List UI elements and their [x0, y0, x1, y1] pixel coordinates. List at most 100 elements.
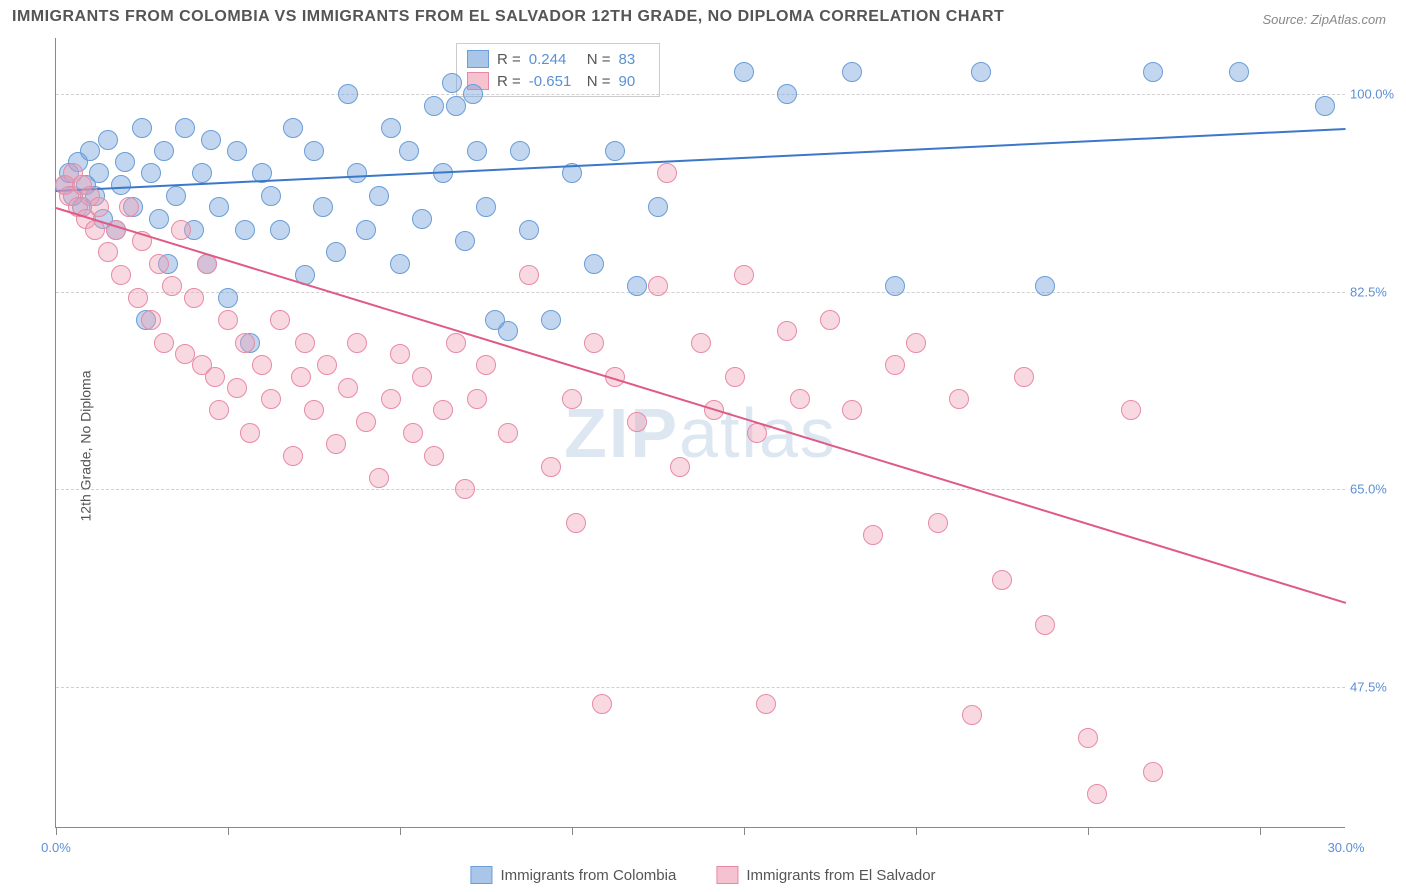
y-tick-label: 65.0%: [1350, 482, 1405, 497]
bottom-legend: Immigrants from Colombia Immigrants from …: [470, 866, 935, 884]
data-point: [356, 412, 376, 432]
data-point: [777, 84, 797, 104]
x-tick: [1260, 827, 1261, 835]
data-point: [369, 186, 389, 206]
data-point: [962, 705, 982, 725]
x-tick-label: 30.0%: [1328, 840, 1365, 855]
data-point: [691, 333, 711, 353]
data-point: [455, 231, 475, 251]
trend-line: [56, 207, 1347, 604]
data-point: [670, 457, 690, 477]
data-point: [313, 197, 333, 217]
data-point: [446, 333, 466, 353]
data-point: [734, 62, 754, 82]
legend-swatch: [716, 866, 738, 884]
data-point: [270, 310, 290, 330]
data-point: [205, 367, 225, 387]
data-point: [162, 276, 182, 296]
data-point: [347, 333, 367, 353]
data-point: [584, 333, 604, 353]
data-point: [498, 321, 518, 341]
trend-line: [56, 128, 1346, 192]
data-point: [648, 276, 668, 296]
data-point: [820, 310, 840, 330]
data-point: [510, 141, 530, 161]
data-point: [261, 389, 281, 409]
data-point: [218, 288, 238, 308]
data-point: [541, 457, 561, 477]
data-point: [1087, 784, 1107, 804]
data-point: [184, 288, 204, 308]
data-point: [317, 355, 337, 375]
data-point: [381, 118, 401, 138]
data-point: [467, 389, 487, 409]
data-point: [885, 276, 905, 296]
data-point: [605, 141, 625, 161]
data-point: [283, 118, 303, 138]
data-point: [463, 84, 483, 104]
data-point: [756, 694, 776, 714]
x-tick: [400, 827, 401, 835]
data-point: [149, 209, 169, 229]
legend-stats-row: R =-0.651N =90: [467, 70, 649, 92]
r-label: R =: [497, 51, 521, 68]
data-point: [842, 62, 862, 82]
data-point: [657, 163, 677, 183]
data-point: [80, 141, 100, 161]
data-point: [1143, 62, 1163, 82]
data-point: [725, 367, 745, 387]
data-point: [885, 355, 905, 375]
legend-label: Immigrants from Colombia: [500, 867, 676, 884]
data-point: [1229, 62, 1249, 82]
data-point: [154, 333, 174, 353]
data-point: [949, 389, 969, 409]
data-point: [476, 197, 496, 217]
data-point: [115, 152, 135, 172]
data-point: [412, 209, 432, 229]
data-point: [1078, 728, 1098, 748]
data-point: [1121, 400, 1141, 420]
data-point: [390, 254, 410, 274]
data-point: [584, 254, 604, 274]
data-point: [252, 355, 272, 375]
gridline: [56, 94, 1345, 95]
data-point: [455, 479, 475, 499]
y-tick-label: 47.5%: [1350, 679, 1405, 694]
n-label: N =: [587, 73, 611, 90]
data-point: [209, 400, 229, 420]
y-tick-label: 100.0%: [1350, 87, 1405, 102]
data-point: [566, 513, 586, 533]
data-point: [261, 186, 281, 206]
data-point: [347, 163, 367, 183]
legend-swatch: [470, 866, 492, 884]
x-tick: [56, 827, 57, 835]
chart-title: IMMIGRANTS FROM COLOMBIA VS IMMIGRANTS F…: [12, 8, 1004, 26]
data-point: [304, 400, 324, 420]
x-tick: [228, 827, 229, 835]
data-point: [326, 242, 346, 262]
data-point: [592, 694, 612, 714]
data-point: [235, 333, 255, 353]
legend-stats-box: R =0.244N =83R =-0.651N =90: [456, 43, 660, 97]
bottom-legend-item: Immigrants from El Salvador: [716, 866, 935, 884]
data-point: [98, 130, 118, 150]
data-point: [218, 310, 238, 330]
data-point: [1143, 762, 1163, 782]
data-point: [119, 197, 139, 217]
data-point: [356, 220, 376, 240]
data-point: [498, 423, 518, 443]
source-attribution: Source: ZipAtlas.com: [1262, 12, 1386, 27]
n-label: N =: [587, 51, 611, 68]
data-point: [541, 310, 561, 330]
data-point: [141, 163, 161, 183]
data-point: [98, 242, 118, 262]
data-point: [235, 220, 255, 240]
data-point: [467, 141, 487, 161]
n-value: 83: [619, 51, 649, 68]
bottom-legend-item: Immigrants from Colombia: [470, 866, 676, 884]
r-label: R =: [497, 73, 521, 90]
data-point: [291, 367, 311, 387]
legend-swatch: [467, 50, 489, 68]
data-point: [442, 73, 462, 93]
data-point: [154, 141, 174, 161]
